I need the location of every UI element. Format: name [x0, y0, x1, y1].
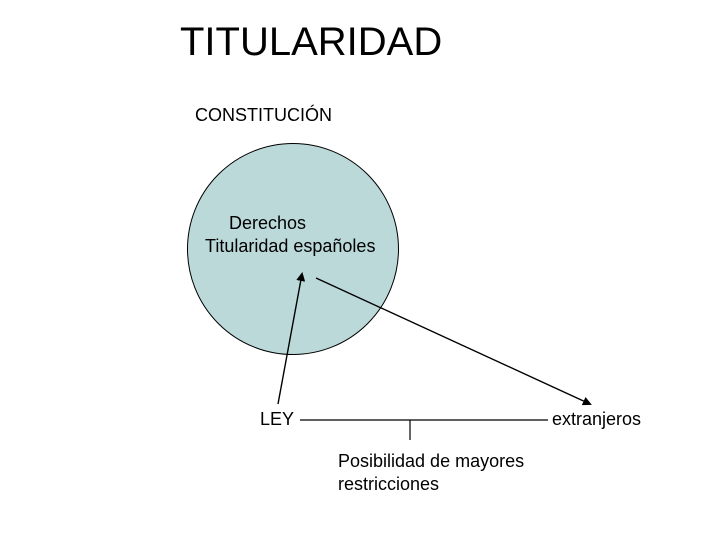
label-posibilidad-line2: restricciones — [338, 473, 524, 496]
label-posibilidad: Posibilidad de mayores restricciones — [338, 450, 524, 495]
diagram-title: TITULARIDAD — [180, 20, 442, 65]
label-posibilidad-line1: Posibilidad de mayores — [338, 450, 524, 473]
label-derechos-line1: Derechos — [205, 212, 375, 235]
label-derechos: Derechos Titularidad españoles — [205, 212, 375, 257]
label-constitucion: CONSTITUCIÓN — [195, 104, 332, 127]
label-derechos-line2: Titularidad españoles — [205, 235, 375, 258]
label-ley: LEY — [260, 408, 294, 431]
label-extranjeros: extranjeros — [552, 408, 641, 431]
